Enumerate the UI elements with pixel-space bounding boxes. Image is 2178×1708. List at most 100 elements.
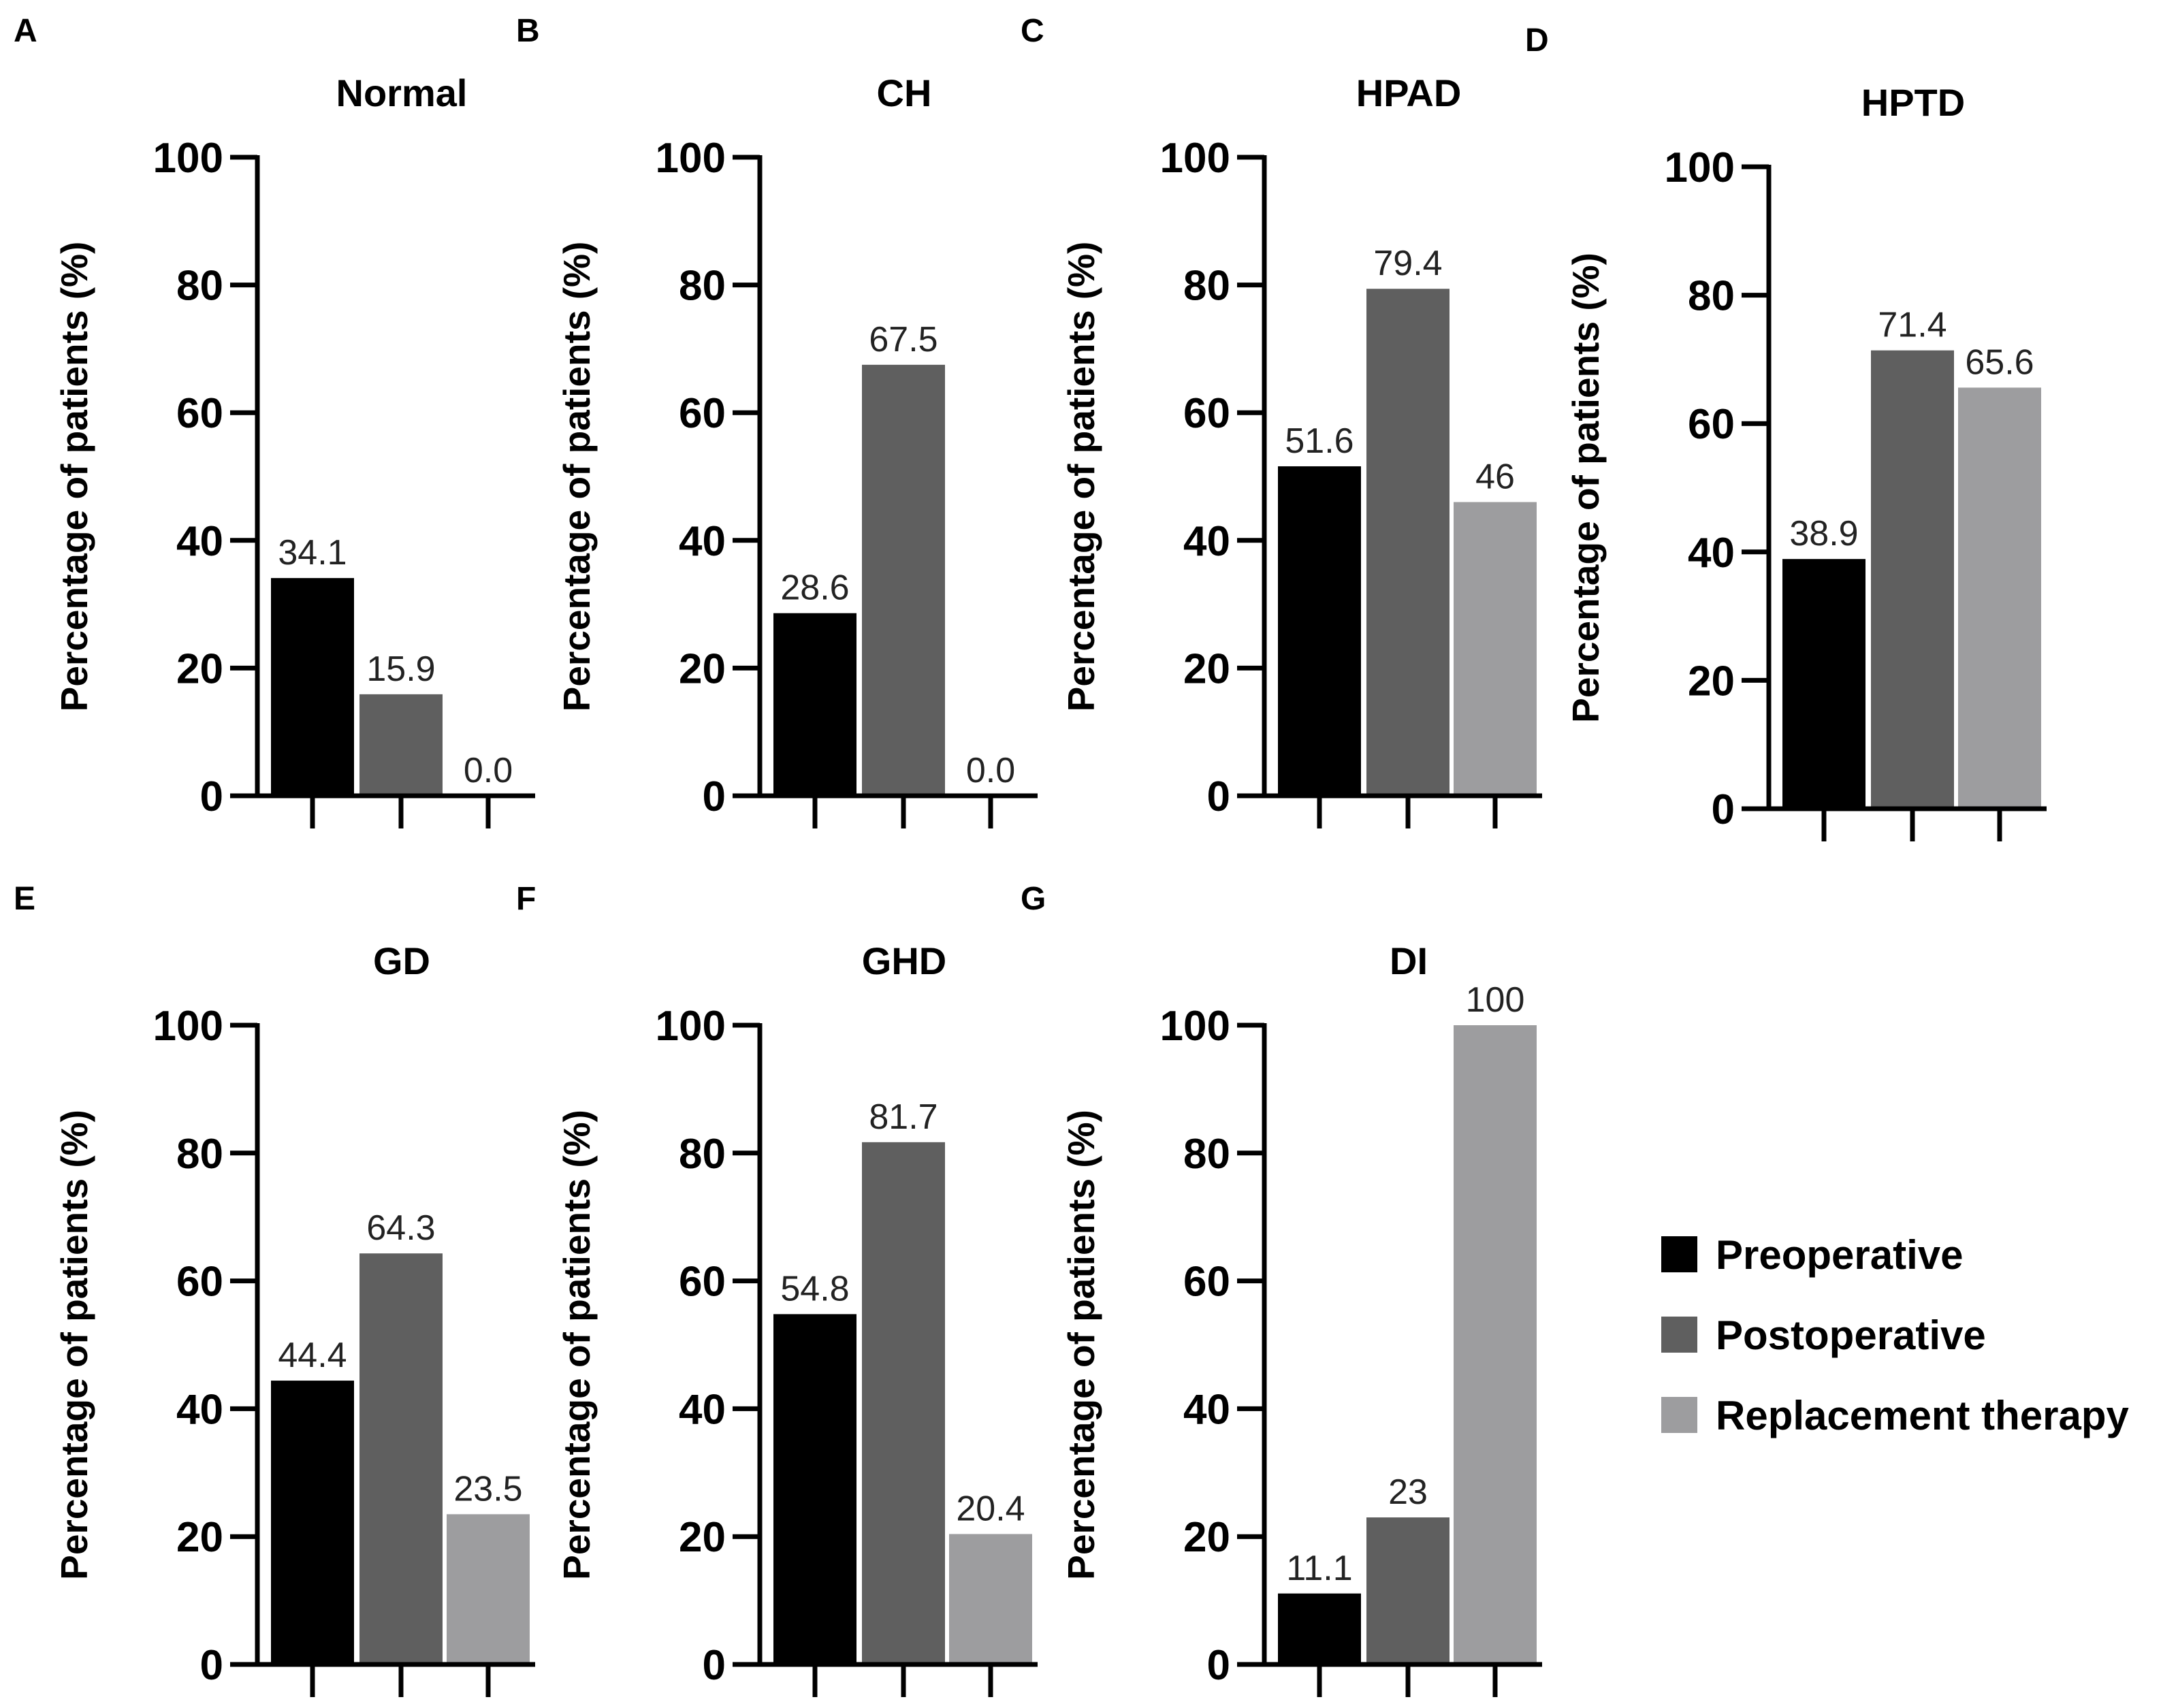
y-tick-label: 20 [679, 1514, 726, 1561]
data-label: 20.4 [956, 1489, 1025, 1528]
chart-title: HPTD [1861, 81, 1965, 124]
panel-e: E GD Percentage of patients (%) 44.4 64.3 23.… [14, 881, 535, 1697]
y-tick-label: 80 [176, 263, 223, 310]
data-label: 64.3 [366, 1208, 435, 1248]
y-tick-label: 60 [679, 390, 726, 437]
panel-g: G DI Percentage of patients (%) 11.1 23 100 0 2… [1021, 881, 1542, 1697]
chart-title: GHD [862, 939, 946, 982]
bar-preoperative [773, 613, 856, 796]
y-tick-label: 0 [200, 773, 223, 820]
y-tick-label: 20 [176, 1514, 223, 1561]
y-tick-label: 0 [200, 1642, 223, 1689]
y-tick-label: 80 [1183, 1131, 1230, 1178]
data-label: 79.4 [1373, 244, 1442, 283]
bar-replacement-therapy [949, 1534, 1032, 1664]
panel-letter: F [516, 881, 536, 917]
y-tick-label: 40 [679, 1386, 726, 1433]
y-tick-label: 40 [1183, 1386, 1230, 1433]
y-tick-label: 60 [679, 1259, 726, 1306]
bar-replacement-therapy [1454, 1025, 1537, 1664]
y-tick-label: 20 [1183, 1514, 1230, 1561]
data-label: 54.8 [780, 1269, 849, 1308]
y-tick-label: 100 [1160, 135, 1230, 182]
y-axis-label: Percentage of patients (%) [1060, 1110, 1102, 1580]
legend-label: Postoperative [1716, 1312, 1986, 1358]
bar-postoperative [1871, 350, 1954, 809]
bar-postoperative [862, 1142, 945, 1664]
data-label: 0.0 [966, 751, 1015, 790]
data-label: 23.5 [453, 1469, 522, 1509]
panel-f: F GHD Percentage of patients (%) 54.8 81.7 20… [516, 881, 1038, 1697]
legend-swatch [1661, 1236, 1697, 1272]
y-tick-label: 80 [1183, 263, 1230, 310]
y-tick-label: 0 [703, 773, 726, 820]
data-label: 81.7 [869, 1097, 938, 1137]
chart-title: Normal [336, 71, 468, 114]
y-tick-label: 40 [1183, 518, 1230, 565]
data-label: 71.4 [1878, 306, 1947, 345]
y-axis-label: Percentage of patients (%) [1060, 242, 1102, 712]
y-tick-label: 40 [176, 1386, 223, 1433]
y-tick-label: 60 [1183, 1259, 1230, 1306]
data-label: 65.6 [1965, 342, 2034, 382]
bar-preoperative [1278, 1593, 1361, 1664]
panel-a: A Normal Percentage of patients (%) 34.1 15.… [14, 13, 535, 828]
bar-preoperative [773, 1314, 856, 1664]
data-label: 23 [1388, 1472, 1428, 1512]
chart-title: CH [877, 71, 932, 114]
legend-swatch [1661, 1317, 1697, 1353]
y-axis-label: Percentage of patients (%) [53, 242, 95, 712]
data-label: 34.1 [278, 533, 347, 573]
chart-title: DI [1390, 939, 1428, 982]
panel-letter: C [1021, 13, 1044, 49]
bar-postoperative [1366, 1517, 1450, 1664]
legend: Preoperative Postoperative Replacement the… [1661, 1232, 2130, 1438]
data-label: 51.6 [1285, 421, 1354, 461]
y-tick-label: 60 [176, 1259, 223, 1306]
y-tick-label: 60 [1183, 390, 1230, 437]
y-tick-label: 0 [1207, 773, 1230, 820]
y-tick-label: 100 [153, 1003, 223, 1050]
y-tick-label: 20 [176, 645, 223, 692]
data-label: 0.0 [464, 751, 513, 790]
data-label: 46 [1475, 457, 1515, 497]
y-tick-label: 100 [1665, 144, 1735, 191]
data-label: 38.9 [1789, 514, 1858, 553]
y-tick-label: 80 [679, 263, 726, 310]
legend-label: Preoperative [1716, 1232, 1964, 1278]
bar-replacement-therapy [447, 1514, 530, 1664]
y-axis-label: Percentage of patients (%) [1565, 253, 1607, 723]
y-tick-label: 0 [1207, 1642, 1230, 1689]
y-tick-label: 40 [176, 518, 223, 565]
bar-preoperative [1782, 559, 1865, 809]
y-tick-label: 100 [656, 135, 726, 182]
bar-replacement-therapy [1454, 502, 1537, 796]
y-tick-label: 80 [679, 1131, 726, 1178]
data-label: 44.4 [278, 1336, 347, 1375]
bar-postoperative [359, 694, 443, 796]
data-label: 28.6 [780, 568, 849, 608]
panel-letter: G [1021, 881, 1046, 917]
panel-c: C HPAD Percentage of patients (%) 51.6 79.4 4… [1021, 13, 1542, 828]
panel-letter: A [14, 13, 37, 49]
y-tick-label: 40 [679, 518, 726, 565]
y-axis-label: Percentage of patients (%) [556, 242, 598, 712]
y-tick-label: 80 [176, 1131, 223, 1178]
y-tick-label: 100 [1160, 1003, 1230, 1050]
y-tick-label: 100 [153, 135, 223, 182]
chart-title: GD [373, 939, 430, 982]
y-tick-label: 60 [1688, 401, 1735, 448]
y-tick-label: 0 [703, 1642, 726, 1689]
data-label: 67.5 [869, 320, 938, 359]
data-label: 15.9 [366, 649, 435, 689]
y-tick-label: 20 [679, 645, 726, 692]
legend-swatch [1661, 1397, 1697, 1433]
bar-postoperative [862, 364, 945, 796]
chart-title: HPAD [1356, 71, 1462, 114]
bar-preoperative [271, 578, 354, 796]
y-axis-label: Percentage of patients (%) [556, 1110, 598, 1580]
bar-postoperative [1366, 289, 1450, 796]
bar-postoperative [359, 1253, 443, 1664]
y-tick-label: 60 [176, 390, 223, 437]
